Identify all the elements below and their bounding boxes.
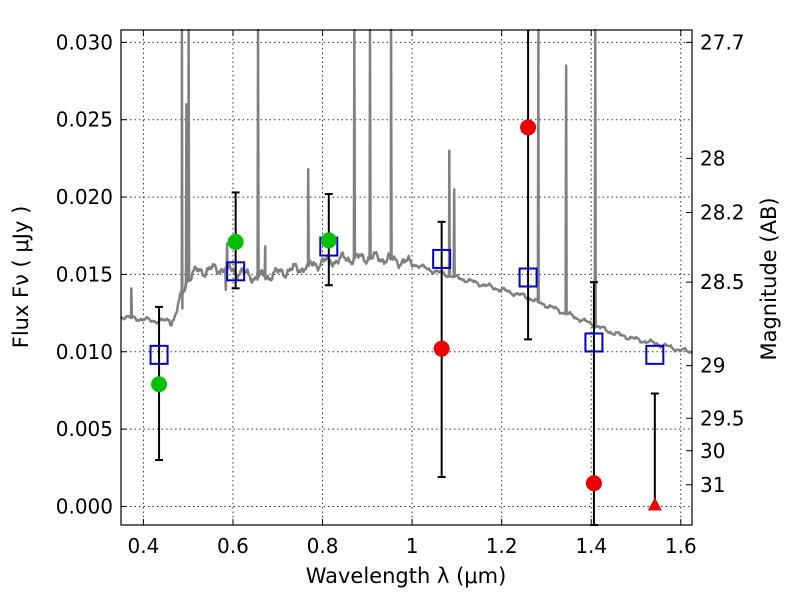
blue-square-marker-1 xyxy=(226,261,246,282)
error-bars xyxy=(155,30,659,526)
y-tick-label-4: 0.020 xyxy=(56,185,113,209)
y-tick-label-5: 0.025 xyxy=(56,108,113,132)
right-tick-label-2: 28.2 xyxy=(700,201,745,225)
right-axis-ticks: 27.7 28 28.2 28.5 29 29.5 30 31 xyxy=(686,30,745,497)
x-axis-label: Wavelength λ (μm) xyxy=(306,564,507,588)
red-circle-marker-0 xyxy=(433,340,450,357)
red-circle-marker-1 xyxy=(520,119,537,136)
y-axis-ticks: 0.000 0.005 0.010 0.015 0.020 0.025 0.030 xyxy=(56,30,127,518)
x-tick-label-6: 1.6 xyxy=(665,534,697,558)
x-tick-label-1: 0.6 xyxy=(217,534,249,558)
blue-square-marker-4 xyxy=(518,267,538,288)
green-circle-marker-2 xyxy=(320,232,337,249)
blue-square-marker-0 xyxy=(149,344,169,365)
right-tick-label-5: 29.5 xyxy=(700,406,745,430)
right-tick-label-1: 28 xyxy=(700,146,725,170)
blue-square-marker-6 xyxy=(645,344,665,365)
green-circle-marker-1 xyxy=(227,233,244,250)
green-circle-marker-0 xyxy=(151,376,168,393)
right-tick-label-0: 27.7 xyxy=(700,30,745,54)
y-tick-label-2: 0.010 xyxy=(56,340,113,364)
x-axis-ticks: 0.4 0.6 0.8 1 1.2 1.4 1.6 xyxy=(127,30,697,558)
right-tick-label-3: 28.5 xyxy=(700,270,745,294)
x-tick-label-3: 1 xyxy=(406,534,419,558)
grid xyxy=(121,30,692,525)
x-tick-label-2: 0.8 xyxy=(307,534,339,558)
y-tick-label-6: 0.030 xyxy=(56,30,113,54)
x-tick-label-4: 1.2 xyxy=(486,534,518,558)
y-tick-label-1: 0.005 xyxy=(56,417,113,441)
right-axis-label: Magnitude (AB) xyxy=(757,197,781,360)
blue-square-marker-5 xyxy=(584,332,604,353)
y-axis-label: Flux Fν ( μJy ) xyxy=(9,206,33,349)
plot-frame xyxy=(120,29,693,526)
right-tick-label-6: 30 xyxy=(700,439,725,463)
y-tick-label-3: 0.015 xyxy=(56,262,113,286)
y-tick-label-0: 0.000 xyxy=(56,494,113,518)
right-tick-label-4: 29 xyxy=(700,354,725,378)
right-tick-label-7: 31 xyxy=(700,473,725,497)
blue-square-marker-3 xyxy=(432,248,452,269)
x-tick-label-0: 0.4 xyxy=(127,534,159,558)
data-markers xyxy=(149,119,665,511)
red-triangle-marker-0 xyxy=(647,497,662,511)
red-circle-marker-2 xyxy=(585,475,602,492)
model-spectrum-line xyxy=(119,28,694,354)
x-tick-label-5: 1.4 xyxy=(575,534,607,558)
